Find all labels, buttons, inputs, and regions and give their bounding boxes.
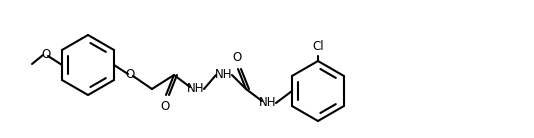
Text: O: O (125, 68, 135, 82)
Text: O: O (42, 48, 51, 62)
Text: O: O (232, 51, 241, 64)
Text: NH: NH (187, 83, 205, 95)
Text: Cl: Cl (312, 40, 324, 53)
Text: NH: NH (259, 96, 277, 109)
Text: NH: NH (215, 68, 233, 82)
Text: O: O (160, 100, 170, 113)
